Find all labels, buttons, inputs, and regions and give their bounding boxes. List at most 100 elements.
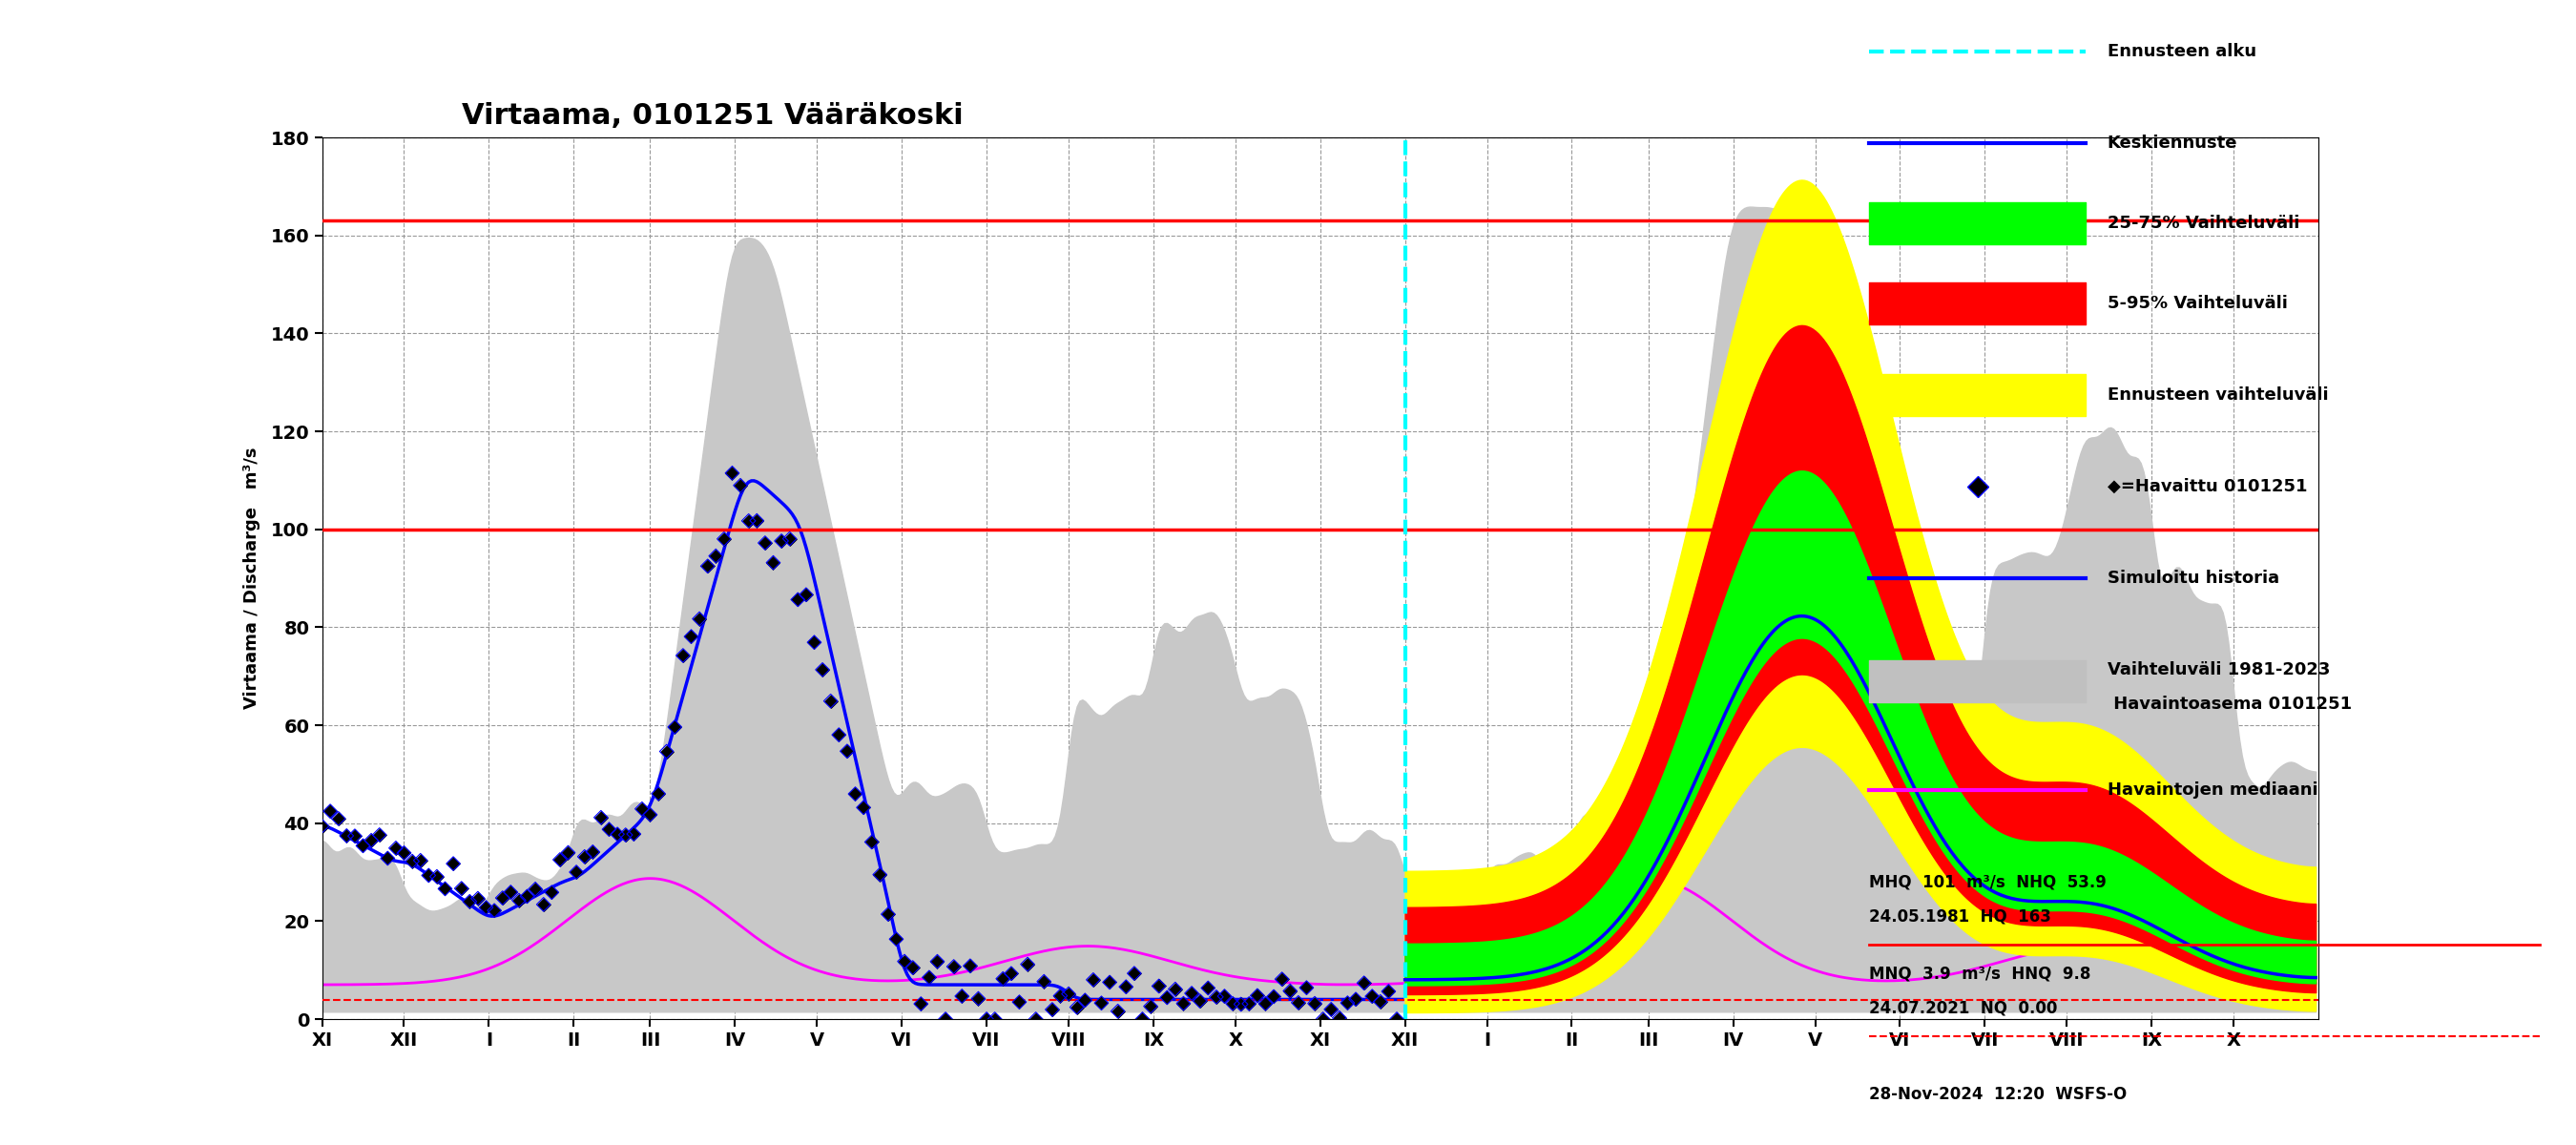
Point — [538, 851, 580, 869]
Point — [902, 995, 943, 1013]
Point — [1342, 974, 1383, 993]
Point — [760, 531, 801, 550]
Point — [958, 989, 999, 1008]
Point — [670, 627, 711, 646]
Point — [1319, 1009, 1360, 1027]
Point — [1162, 994, 1203, 1012]
Point — [1334, 990, 1376, 1009]
Point — [613, 824, 654, 843]
Point — [399, 851, 440, 869]
Point — [933, 957, 974, 976]
Text: 25-75% Vaihteluväli: 25-75% Vaihteluväli — [2107, 214, 2300, 231]
Point — [696, 547, 737, 566]
Point — [1221, 995, 1262, 1013]
Point — [564, 847, 605, 866]
Point — [466, 899, 507, 917]
Point — [933, 957, 974, 976]
Point — [884, 953, 925, 971]
Point — [1278, 994, 1319, 1012]
Text: 28-Nov-2024  12:20  WSFS-O: 28-Nov-2024 12:20 WSFS-O — [1870, 1085, 2128, 1103]
Point — [523, 895, 564, 914]
Point — [1229, 995, 1270, 1013]
Point — [1030, 1001, 1072, 1019]
Point — [1236, 987, 1278, 1005]
Point — [1090, 973, 1131, 992]
Point — [909, 969, 951, 987]
Point — [1262, 970, 1303, 988]
Point — [1195, 988, 1236, 1006]
Point — [1154, 980, 1195, 998]
Point — [737, 512, 778, 530]
Point — [827, 742, 868, 760]
Point — [770, 530, 811, 548]
Point — [1213, 994, 1255, 1012]
Point — [835, 784, 876, 803]
Point — [974, 1010, 1015, 1028]
Text: MHQ  101  m³/s  NHQ  53.9: MHQ 101 m³/s NHQ 53.9 — [1870, 874, 2107, 891]
Point — [598, 826, 639, 844]
Point — [459, 890, 500, 908]
Point — [951, 957, 992, 976]
Point — [384, 844, 425, 862]
Point — [719, 476, 760, 495]
Point — [1342, 974, 1383, 993]
Point — [1105, 978, 1146, 996]
Point — [917, 953, 958, 971]
Point — [317, 810, 358, 828]
Point — [613, 824, 654, 843]
Point — [1188, 979, 1229, 997]
Point — [1172, 984, 1213, 1002]
Point — [958, 989, 999, 1008]
Point — [549, 844, 590, 862]
Point — [556, 863, 598, 882]
Point — [507, 887, 549, 906]
Point — [744, 534, 786, 552]
Point — [902, 995, 943, 1013]
Point — [629, 805, 670, 823]
Point — [940, 987, 981, 1005]
Point — [680, 609, 721, 627]
Point — [417, 868, 459, 886]
Point — [876, 930, 917, 948]
Point — [786, 585, 827, 603]
Point — [786, 585, 827, 603]
Point — [974, 1010, 1015, 1028]
Point — [1195, 988, 1236, 1006]
Point — [358, 826, 399, 844]
Point — [343, 837, 384, 855]
Point — [835, 784, 876, 803]
Point — [662, 646, 703, 664]
Point — [801, 661, 842, 679]
Point — [1030, 1001, 1072, 1019]
Point — [531, 883, 572, 901]
Point — [778, 591, 819, 609]
Point — [662, 646, 703, 664]
Point — [1007, 955, 1048, 973]
Point — [580, 808, 621, 827]
Point — [1303, 1010, 1345, 1028]
Point — [1131, 997, 1172, 1016]
Point — [868, 905, 909, 923]
Point — [1180, 992, 1221, 1010]
Point — [538, 851, 580, 869]
Text: ◆=Havaittu 0101251: ◆=Havaittu 0101251 — [2107, 479, 2308, 495]
Point — [809, 692, 850, 710]
Point — [1360, 993, 1401, 1011]
Point — [819, 726, 860, 744]
Point — [1113, 964, 1154, 982]
Point — [1221, 995, 1262, 1013]
Point — [909, 969, 951, 987]
Point — [425, 879, 466, 898]
Point — [891, 958, 933, 977]
Point — [1203, 987, 1244, 1005]
Point — [1072, 971, 1113, 989]
Point — [842, 798, 884, 816]
Point — [1015, 1010, 1056, 1028]
Point — [1064, 992, 1105, 1010]
Point — [335, 827, 376, 845]
Point — [711, 464, 752, 482]
Point — [1139, 977, 1180, 995]
Point — [1121, 1010, 1162, 1028]
Point — [1041, 987, 1082, 1005]
Point — [711, 464, 752, 482]
